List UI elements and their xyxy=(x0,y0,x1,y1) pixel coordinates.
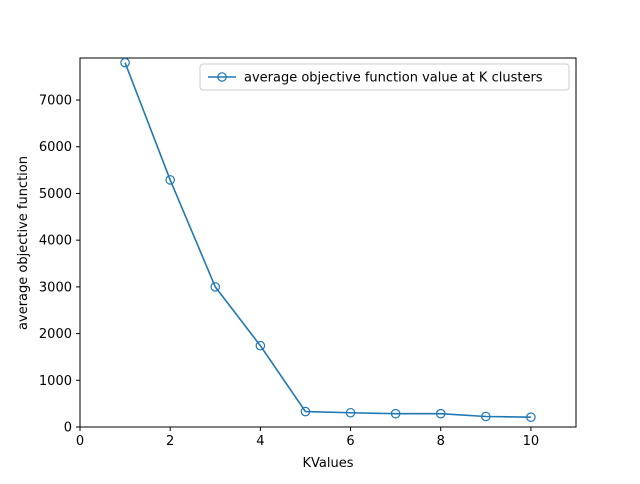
data-point xyxy=(120,57,130,68)
y-tick-label: 6000 xyxy=(39,140,72,155)
x-tick-label: 4 xyxy=(256,434,264,449)
legend-label: average objective function value at K cl… xyxy=(244,71,543,86)
y-tick-label: 3000 xyxy=(39,280,72,295)
y-axis-label: average objective function xyxy=(16,156,31,330)
x-tick-label: 10 xyxy=(523,434,540,449)
x-tick-label: 0 xyxy=(76,434,84,449)
x-axis-label: KValues xyxy=(303,456,354,471)
y-tick-label: 0 xyxy=(64,421,72,436)
plot-area: 0 2 4 6 8 10 0 1000 2000 3000 4000 5000 6000 7000 xyxy=(39,57,577,449)
series-line xyxy=(124,62,531,418)
y-tick-label: 1000 xyxy=(39,374,72,389)
legend: average objective function value at K cl… xyxy=(199,63,570,91)
legend-marker xyxy=(217,72,227,82)
y-tick-label: 2000 xyxy=(39,327,72,342)
legend-box xyxy=(199,63,570,91)
data-point xyxy=(481,411,491,422)
data-point xyxy=(526,412,536,422)
x-tick-label: 2 xyxy=(166,434,174,449)
y-tick-label: 5000 xyxy=(39,187,72,202)
data-point xyxy=(255,340,266,351)
x-tick-label: 6 xyxy=(346,434,354,449)
data-point xyxy=(435,408,446,419)
data-point xyxy=(300,406,311,417)
data-point xyxy=(210,282,221,292)
data-point xyxy=(390,408,401,419)
x-tick-label: 8 xyxy=(437,434,445,449)
y-tick-label: 7000 xyxy=(39,94,72,109)
data-point xyxy=(345,407,356,418)
y-tick-label: 4000 xyxy=(39,234,72,249)
axes-frame xyxy=(79,57,577,428)
data-point xyxy=(165,175,175,185)
